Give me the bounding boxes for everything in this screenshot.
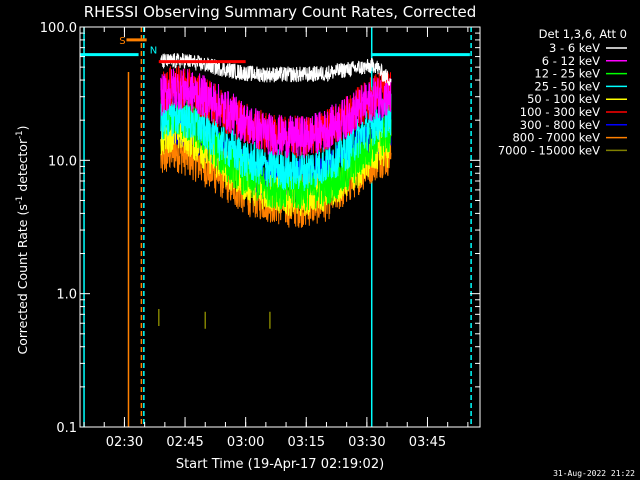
plot-frame [79, 26, 481, 428]
legend-label-8: 7000 - 15000 keV [498, 143, 600, 157]
footer-date: 31-Aug-2022 21:22 [553, 469, 635, 478]
legend-label-1: 6 - 12 keV [542, 54, 600, 68]
chart-title: RHESSI Observing Summary Count Rates, Co… [84, 3, 477, 21]
axes: 100.0 10.0 1.0 0.1 02:30 02:45 03:00 03:15 03:30… [40, 21, 480, 450]
x-tick-label: 03:30 [348, 435, 385, 450]
legend-label-3: 25 - 50 keV [534, 79, 600, 93]
y-tick-label: 1.0 [56, 288, 77, 303]
annotation-s: S [119, 36, 125, 47]
x-axis-label: Start Time (19-Apr-17 02:19:02) [176, 457, 384, 472]
y-tick-label: 0.1 [56, 421, 77, 436]
x-tick-label: 03:00 [227, 435, 264, 450]
x-tick-label: 03:15 [288, 435, 325, 450]
legend-label-6: 300 - 800 keV [520, 118, 600, 132]
x-tick-label: 02:45 [166, 435, 203, 450]
x-tick-label: 02:30 [106, 435, 143, 450]
series-line-1 [160, 68, 392, 159]
y-axis-label-main: Corrected Count Rate (s [15, 204, 30, 354]
legend-label-7: 800 - 7000 keV [512, 131, 600, 145]
plot-border [79, 26, 481, 428]
series-line-0 [160, 53, 392, 86]
y-axis-label-end: ) [15, 126, 30, 131]
legend-label-2: 12 - 25 keV [534, 67, 600, 81]
y-tick-label: 100.0 [40, 21, 77, 36]
legend-label-5: 100 - 300 keV [520, 105, 600, 119]
legend-label-4: 50 - 100 keV [527, 92, 600, 106]
y-axis-label-mid: detector [15, 138, 30, 196]
y-tick-label: 10.0 [48, 154, 77, 169]
x-tick-label: 03:45 [409, 435, 446, 450]
legend-header: Det 1,3,6, Att 0 [539, 27, 627, 41]
y-axis-label: Corrected Count Rate (s-1 detector-1) [15, 126, 30, 355]
data-layer: SN [80, 27, 472, 427]
annotation-n: N [150, 45, 157, 56]
legend-label-0: 3 - 6 keV [549, 41, 600, 55]
y-axis-label-sup1: -1 [15, 196, 25, 204]
y-axis-label-sup2: -1 [15, 130, 25, 138]
